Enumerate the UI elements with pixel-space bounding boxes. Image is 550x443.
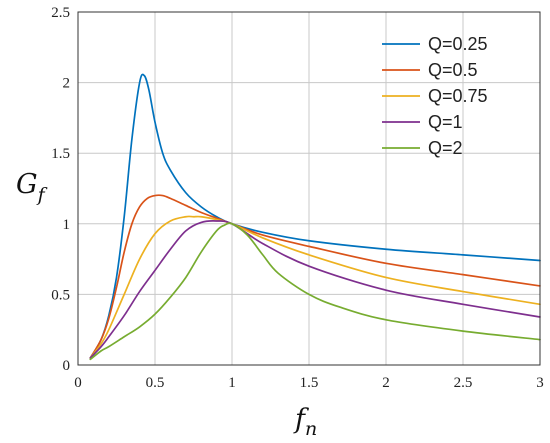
y-tick-label: 1.5 bbox=[51, 146, 70, 162]
plot-frame bbox=[77, 11, 541, 366]
x-tick-label: 2.5 bbox=[454, 375, 473, 391]
x-axis-label-sub: n bbox=[305, 418, 317, 440]
legend-label: Q=1 bbox=[428, 112, 463, 132]
series-line-1 bbox=[89, 73, 541, 359]
series-line-4 bbox=[89, 220, 541, 359]
y-tick-label: 2.5 bbox=[51, 5, 70, 21]
legend-label: Q=0.25 bbox=[428, 34, 488, 54]
y-axis-label: Gf bbox=[16, 169, 48, 206]
y-tick-label: 0.5 bbox=[51, 287, 70, 303]
series-group bbox=[89, 73, 541, 361]
y-axis-label-main: G bbox=[16, 169, 38, 200]
x-tick-label: 1.5 bbox=[300, 375, 319, 391]
y-tick-label: 0 bbox=[63, 358, 71, 374]
legend-label: Q=0.5 bbox=[428, 60, 478, 80]
series-line-2 bbox=[89, 194, 541, 359]
tick-labels: 0 0.5 1 1.5 2 2.5 3 0 0.5 1 1.5 2 2.5 bbox=[51, 5, 544, 391]
series-line-3 bbox=[89, 215, 541, 359]
y-tick-label: 1 bbox=[63, 217, 71, 233]
series-line-5 bbox=[89, 222, 541, 361]
x-tick-label: 2 bbox=[382, 375, 390, 391]
legend-label: Q=0.75 bbox=[428, 86, 488, 106]
x-tick-label: 0.5 bbox=[146, 375, 165, 391]
legend: Q=0.25 Q=0.5 Q=0.75 Q=1 Q=2 bbox=[382, 34, 488, 158]
legend-label: Q=2 bbox=[428, 138, 463, 158]
x-tick-label: 1 bbox=[228, 375, 236, 391]
x-tick-label: 0 bbox=[74, 375, 82, 391]
y-tick-label: 2 bbox=[63, 76, 71, 92]
y-axis-label-sub: f bbox=[36, 184, 48, 206]
x-tick-label: 3 bbox=[536, 375, 544, 391]
